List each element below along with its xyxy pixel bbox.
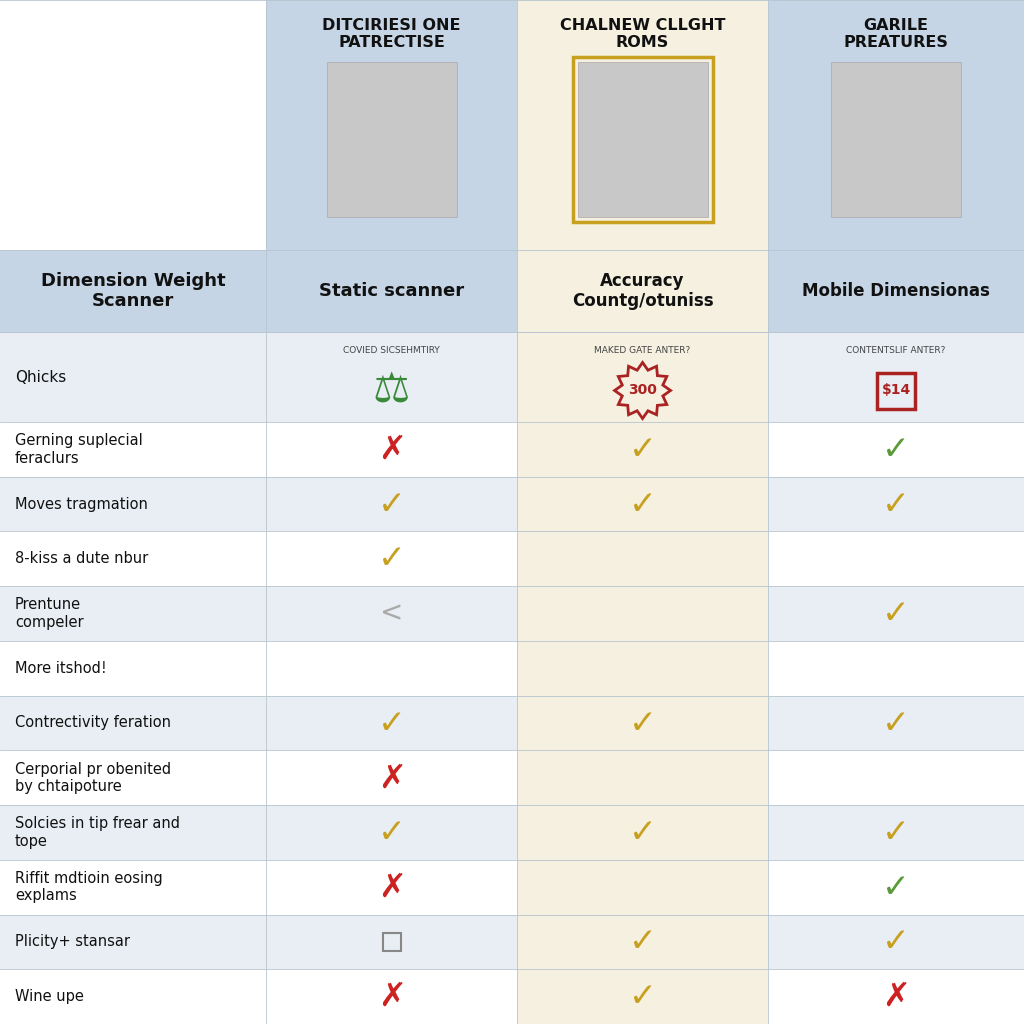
Text: ✓: ✓ <box>882 926 910 958</box>
Text: ✓: ✓ <box>882 870 910 904</box>
Text: COVIED SICSEHMTIRY: COVIED SICSEHMTIRY <box>343 346 440 355</box>
Text: ✓: ✓ <box>882 433 910 466</box>
FancyBboxPatch shape <box>517 531 768 586</box>
FancyBboxPatch shape <box>517 332 768 422</box>
FancyBboxPatch shape <box>0 332 1024 422</box>
Text: ⚖: ⚖ <box>373 370 411 412</box>
Text: ✓: ✓ <box>378 816 406 849</box>
Text: DITCIRIESI ONE
PATRECTISE: DITCIRIESI ONE PATRECTISE <box>323 18 461 50</box>
Text: Solcies in tip frear and
tope: Solcies in tip frear and tope <box>15 816 180 849</box>
FancyBboxPatch shape <box>0 250 1024 332</box>
FancyBboxPatch shape <box>0 531 1024 586</box>
FancyBboxPatch shape <box>517 970 768 1024</box>
Text: ✓: ✓ <box>882 597 910 630</box>
Text: ✗: ✗ <box>378 980 406 1013</box>
Text: Wine upe: Wine upe <box>15 989 84 1005</box>
Text: ✗: ✗ <box>378 761 406 795</box>
FancyBboxPatch shape <box>517 751 768 805</box>
Text: ✓: ✓ <box>629 707 656 739</box>
Text: More itshod!: More itshod! <box>15 660 106 676</box>
Text: Cerporial pr obenited
by chtaipoture: Cerporial pr obenited by chtaipoture <box>15 762 171 794</box>
Text: ✓: ✓ <box>882 816 910 849</box>
FancyBboxPatch shape <box>0 914 1024 970</box>
FancyBboxPatch shape <box>0 422 1024 477</box>
FancyBboxPatch shape <box>578 62 708 217</box>
Text: ✓: ✓ <box>629 926 656 958</box>
Text: $14: $14 <box>882 384 910 397</box>
Text: CONTENTSLIF ANTER?: CONTENTSLIF ANTER? <box>846 346 946 355</box>
Text: Qhicks: Qhicks <box>15 370 67 384</box>
Text: ✓: ✓ <box>378 487 406 520</box>
FancyBboxPatch shape <box>0 970 1024 1024</box>
FancyBboxPatch shape <box>517 422 768 477</box>
Text: ✗: ✗ <box>378 433 406 466</box>
Text: ✓: ✓ <box>378 543 406 575</box>
Text: 8-kiss a dute nbur: 8-kiss a dute nbur <box>15 551 148 566</box>
FancyBboxPatch shape <box>517 914 768 970</box>
FancyBboxPatch shape <box>517 805 768 860</box>
Text: GARILE
PREATURES: GARILE PREATURES <box>844 18 948 50</box>
FancyBboxPatch shape <box>517 250 768 332</box>
Text: ✓: ✓ <box>629 980 656 1013</box>
Text: <: < <box>380 599 403 628</box>
Text: Contrectivity feration: Contrectivity feration <box>15 716 171 730</box>
FancyBboxPatch shape <box>0 860 1024 914</box>
FancyBboxPatch shape <box>0 751 1024 805</box>
FancyBboxPatch shape <box>517 0 768 250</box>
Text: Prentune
compeler: Prentune compeler <box>15 597 84 630</box>
FancyBboxPatch shape <box>0 586 1024 641</box>
Text: ✓: ✓ <box>629 816 656 849</box>
Text: ✓: ✓ <box>378 707 406 739</box>
Text: Static scanner: Static scanner <box>319 282 464 300</box>
Text: ✓: ✓ <box>629 487 656 520</box>
FancyBboxPatch shape <box>0 695 1024 751</box>
Text: Riffit mdtioin eosing
explams: Riffit mdtioin eosing explams <box>15 871 163 903</box>
Text: ✓: ✓ <box>882 487 910 520</box>
Text: CHALNEW CLLGHT
ROMS: CHALNEW CLLGHT ROMS <box>560 18 725 50</box>
FancyBboxPatch shape <box>517 477 768 531</box>
Text: ✓: ✓ <box>629 433 656 466</box>
FancyBboxPatch shape <box>327 62 457 217</box>
Text: Dimension Weight
Scanner: Dimension Weight Scanner <box>41 271 225 310</box>
Text: 300: 300 <box>628 384 657 397</box>
FancyBboxPatch shape <box>0 477 1024 531</box>
Text: Moves tragmation: Moves tragmation <box>15 497 147 512</box>
Text: ✗: ✗ <box>378 870 406 904</box>
FancyBboxPatch shape <box>517 860 768 914</box>
FancyBboxPatch shape <box>0 805 1024 860</box>
Text: Gerning suplecial
feraclurs: Gerning suplecial feraclurs <box>15 433 142 466</box>
FancyBboxPatch shape <box>517 695 768 751</box>
Text: ✗: ✗ <box>882 980 910 1013</box>
FancyBboxPatch shape <box>831 62 961 217</box>
FancyBboxPatch shape <box>517 641 768 695</box>
FancyBboxPatch shape <box>517 586 768 641</box>
FancyBboxPatch shape <box>0 641 1024 695</box>
Text: Accuracy
Countg/otuniss: Accuracy Countg/otuniss <box>571 271 714 310</box>
FancyBboxPatch shape <box>266 0 1024 250</box>
Text: MAKED GATE ANTER?: MAKED GATE ANTER? <box>595 346 690 355</box>
Text: Plicity+ stansar: Plicity+ stansar <box>15 935 130 949</box>
Text: ✓: ✓ <box>882 707 910 739</box>
Text: Mobile Dimensionas: Mobile Dimensionas <box>802 282 990 300</box>
